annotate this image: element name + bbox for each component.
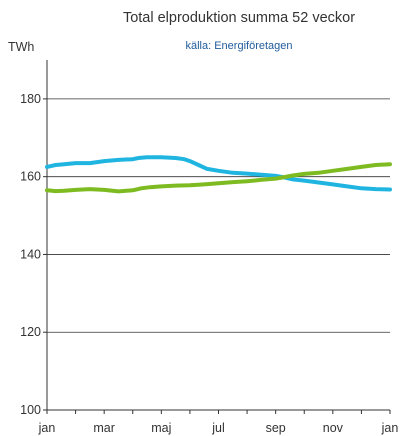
x-tick-label: nov xyxy=(323,421,344,435)
y-axis-unit-label: TWh xyxy=(8,40,34,54)
x-tick-label: sep xyxy=(266,421,286,435)
series-lines xyxy=(45,155,392,194)
y-tick-label: 180 xyxy=(20,92,41,106)
y-tick-label: 160 xyxy=(20,170,41,184)
chart-subtitle: källa: Energiföretagen xyxy=(185,40,292,52)
x-tick-label: jul xyxy=(211,421,225,435)
series-line-1 xyxy=(45,155,392,192)
gridlines xyxy=(47,98,390,333)
x-tick-label: jan xyxy=(381,421,399,435)
x-tick-label: maj xyxy=(151,421,171,435)
x-tick-labels: jan mar maj jul sep nov jan xyxy=(38,421,399,435)
x-tick-label: mar xyxy=(93,421,115,435)
y-tick-labels: 100 120 140 160 180 xyxy=(20,92,41,417)
y-tick-label: 140 xyxy=(20,247,41,261)
chart-title: Total elproduktion summa 52 veckor xyxy=(123,10,355,26)
axes xyxy=(43,60,391,414)
y-tick-label: 120 xyxy=(20,325,41,339)
x-tick-label: jan xyxy=(38,421,56,435)
y-tick-label: 100 xyxy=(20,403,41,417)
series-line-2 xyxy=(45,162,392,194)
